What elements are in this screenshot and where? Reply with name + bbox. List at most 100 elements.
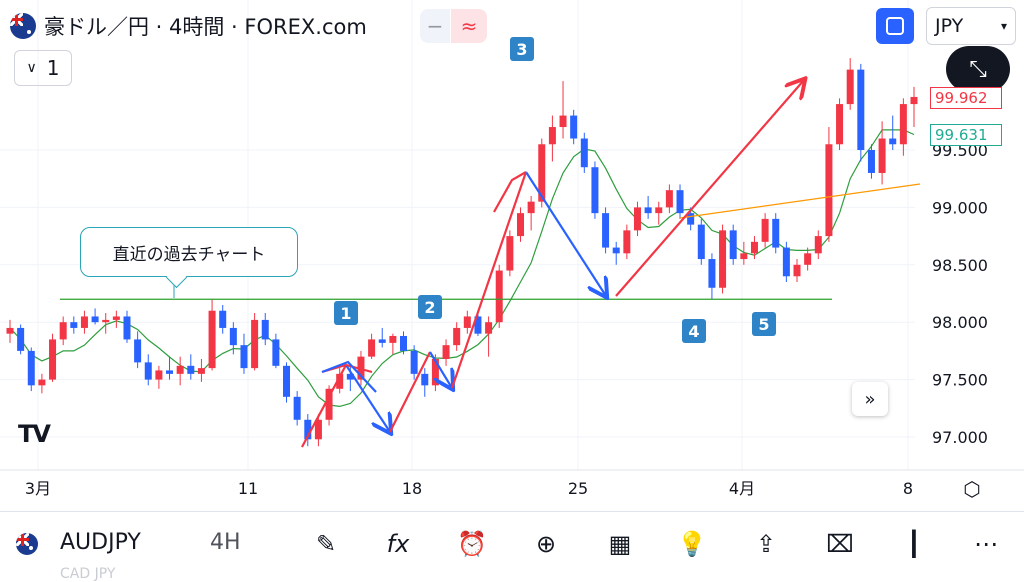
share-icon: ⇪ <box>755 530 777 558</box>
candle-body <box>570 115 578 139</box>
chart-title[interactable]: 豪ドル／円 · 4時間 · FOREX.com <box>44 15 367 39</box>
candle-body <box>793 264 801 277</box>
candle-body <box>644 207 652 214</box>
candle-body <box>102 319 110 323</box>
candle-body <box>389 335 397 343</box>
candle-body <box>772 218 780 248</box>
candle-body <box>612 247 620 254</box>
candle-body <box>378 339 386 343</box>
last-price-label: 99.962 <box>930 87 1002 109</box>
chevron-down-icon: ∨ <box>26 60 37 76</box>
blue-wave-line <box>345 364 390 432</box>
candle-body <box>750 241 758 254</box>
fullscreen-button[interactable] <box>876 8 914 44</box>
candle-body <box>112 316 120 320</box>
candle-body <box>559 115 567 128</box>
lightbulb-icon: 💡 <box>677 530 707 558</box>
timeframe-button[interactable]: 4H <box>210 530 241 555</box>
blue-wave-line <box>321 360 377 393</box>
function-icon: fx <box>386 530 410 558</box>
wave-label-2: 2 <box>418 295 442 319</box>
candle-body <box>166 370 174 374</box>
candle-body <box>70 322 78 328</box>
plus-circle-icon: ⊕ <box>535 530 557 558</box>
chart-settings-button[interactable]: ⬡ <box>958 476 986 502</box>
candle-body <box>80 316 88 328</box>
ideas-button[interactable]: 💡 <box>672 524 712 564</box>
candle-body <box>623 230 631 254</box>
minus-toggle-button[interactable]: − <box>420 9 450 43</box>
candle-body <box>208 310 216 369</box>
layouts-button[interactable]: ▦ <box>600 524 640 564</box>
price-tick-label: 98.500 <box>932 256 988 275</box>
more-button[interactable]: ⋯ <box>966 524 1006 564</box>
indicator-count: 1 <box>46 56 60 80</box>
candle-body <box>219 310 227 328</box>
candle-body <box>633 207 641 231</box>
alerts-button[interactable]: ⏰ <box>452 524 492 564</box>
candle-body <box>38 379 46 386</box>
reset-button[interactable]: ⌧ <box>820 524 860 564</box>
candle-body <box>814 236 822 254</box>
candle-body <box>857 69 865 150</box>
moving-average-line <box>9 129 915 408</box>
candle-body <box>719 230 727 288</box>
australia-flag-icon <box>16 533 38 555</box>
price-tick-label: 97.500 <box>932 371 988 390</box>
add-button[interactable]: ⊕ <box>526 524 566 564</box>
candle-body <box>782 247 790 277</box>
red-wave-line <box>389 351 431 433</box>
australia-flag-icon <box>10 13 36 39</box>
chart-header: 豪ドル／円 · 4時間 · FOREX.com <box>10 8 367 44</box>
candle-body <box>251 319 259 369</box>
candle-body <box>123 316 131 340</box>
candle-body <box>453 327 461 346</box>
candle-body <box>804 253 812 265</box>
candlestick-icon: ┃ <box>906 530 922 558</box>
wave-label-4: 4 <box>682 319 706 343</box>
red-wave-line <box>450 171 528 389</box>
candle-body <box>400 335 408 351</box>
currency-select[interactable]: JPY ▾ <box>926 7 1016 45</box>
candle-body <box>91 316 99 323</box>
candle-body <box>485 322 493 334</box>
candle-body <box>687 213 695 225</box>
candlestick-series <box>6 58 918 447</box>
drawing-tools-button[interactable]: ✎ <box>306 524 346 564</box>
candle-body <box>899 104 907 145</box>
drawings-layer <box>60 80 921 448</box>
candle-body <box>740 253 748 260</box>
candle-body <box>442 345 450 359</box>
chart-type-button[interactable]: ┃ <box>894 524 934 564</box>
bottom-toolbar <box>0 511 1024 577</box>
candle-body <box>134 339 142 363</box>
resistance-line <box>679 183 921 219</box>
indicators-button[interactable]: fx <box>378 524 418 564</box>
share-button[interactable]: ⇪ <box>746 524 786 564</box>
candle-body <box>825 144 833 237</box>
candle-body <box>304 419 312 440</box>
candle-body <box>867 150 875 173</box>
wave-toggle-button[interactable]: ≈ <box>451 9 487 43</box>
indicator-collapse-button[interactable]: ∨ 1 <box>14 50 72 86</box>
candle-body <box>527 201 535 214</box>
red-wave-line <box>493 171 527 213</box>
candle-body <box>368 339 376 357</box>
candle-body <box>591 167 599 214</box>
callout-note: 直近の過去チャート <box>80 227 298 277</box>
scroll-to-realtime-button[interactable]: » <box>852 382 888 416</box>
symbol-button[interactable]: AUDJPY <box>60 530 141 555</box>
candle-body <box>336 373 344 389</box>
currency-value: JPY <box>935 15 964 37</box>
red-wave-line <box>301 364 347 448</box>
fullscreen-icon <box>886 17 904 35</box>
time-tick-label: 18 <box>402 479 422 498</box>
red-trend-arrow <box>615 80 804 297</box>
candle-body <box>261 319 269 340</box>
candle-body <box>878 138 886 173</box>
price-tick-label: 99.000 <box>932 198 988 217</box>
chart-reset-icon: ⌧ <box>826 530 854 558</box>
candle-body <box>187 365 195 374</box>
exit-fullscreen-button[interactable]: ⤡ <box>946 46 1010 92</box>
